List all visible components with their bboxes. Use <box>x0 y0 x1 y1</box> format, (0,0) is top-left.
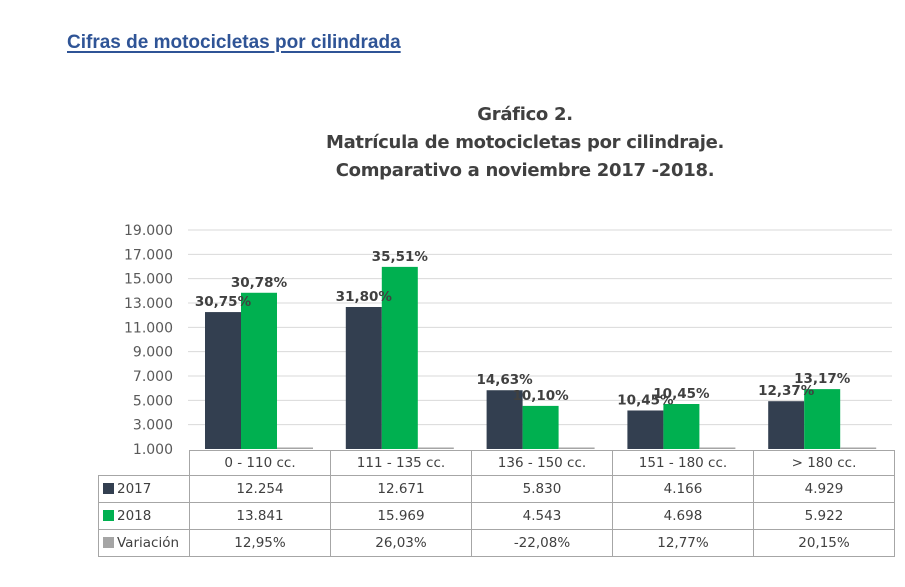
bar-variacion <box>840 447 877 449</box>
category-header: 111 - 135 cc. <box>330 450 472 476</box>
bars <box>205 266 877 449</box>
data-table-row-2018: 2018 13.841 15.969 4.543 4.698 5.922 <box>98 502 895 530</box>
y-tick-label: 19.000 <box>124 223 173 239</box>
chart-title-line-1: Gráfico 2. <box>477 104 573 125</box>
data-table-corner <box>98 450 190 476</box>
data-table-row-variacion: Variación 12,95% 26,03% -22,08% 12,77% 2… <box>98 529 895 557</box>
bar-variacion <box>277 447 313 449</box>
table-cell: 5.922 <box>753 502 895 530</box>
bar-variacion <box>699 447 736 449</box>
bar-variacion <box>417 447 454 449</box>
table-cell: 12,77% <box>612 529 754 557</box>
table-cell: 12,95% <box>189 529 331 557</box>
data-label-2018: 35,51% <box>372 249 429 265</box>
bar-2017 <box>345 307 382 449</box>
section-heading[interactable]: Cifras de motocicletas por cilindrada <box>67 32 401 53</box>
legend-swatch-2018 <box>103 510 114 521</box>
y-tick-label: 3.000 <box>133 418 173 434</box>
legend-entry-2017: 2017 <box>98 475 190 503</box>
legend-label: Variación <box>117 535 180 551</box>
category-header: 0 - 110 cc. <box>189 450 331 476</box>
table-cell: 4.929 <box>753 475 895 503</box>
table-cell: 12.254 <box>189 475 331 503</box>
bar-2018 <box>522 405 559 449</box>
data-table: 0 - 110 cc. 111 - 135 cc. 136 - 150 cc. … <box>98 450 895 557</box>
legend-swatch-2017 <box>103 483 114 494</box>
bar-2018 <box>663 404 700 449</box>
data-table-row-2017: 2017 12.254 12.671 5.830 4.166 4.929 <box>98 475 895 503</box>
data-label-2017: 10,45% <box>617 392 674 408</box>
y-tick-label: 13.000 <box>124 296 173 312</box>
data-table-header-row: 0 - 110 cc. 111 - 135 cc. 136 - 150 cc. … <box>98 450 895 476</box>
bar-2017 <box>486 390 523 449</box>
category-header: 136 - 150 cc. <box>471 450 613 476</box>
y-tick-label: 7.000 <box>133 369 173 385</box>
data-label-2017: 12,37% <box>758 383 815 399</box>
table-cell: 4.698 <box>612 502 754 530</box>
y-tick-label: 17.000 <box>124 247 173 263</box>
data-label-2018: 13,17% <box>794 371 851 387</box>
table-cell: 26,03% <box>330 529 472 557</box>
y-axis: 1.0003.0005.0007.0009.00011.00013.00015.… <box>124 223 173 458</box>
data-label-2017: 14,63% <box>476 372 533 388</box>
y-tick-label: 15.000 <box>124 272 173 288</box>
category-header: 151 - 180 cc. <box>612 450 754 476</box>
table-cell: -22,08% <box>471 529 613 557</box>
gridlines <box>188 229 892 426</box>
table-cell: 12.671 <box>330 475 472 503</box>
bar-2017 <box>205 312 241 449</box>
data-label-2017: 31,80% <box>336 289 393 305</box>
legend-label: 2017 <box>117 481 152 497</box>
legend-entry-variacion: Variación <box>98 529 190 557</box>
data-label-2017: 30,75% <box>195 294 252 310</box>
table-cell: 15.969 <box>330 502 472 530</box>
y-tick-label: 9.000 <box>133 345 173 361</box>
chart-title-line-3: Comparativo a noviembre 2017 -2018. <box>335 160 715 181</box>
bar-2017 <box>627 410 664 449</box>
data-label-2018: 30,78% <box>231 275 288 291</box>
y-tick-label: 11.000 <box>124 320 173 336</box>
legend-swatch-variacion <box>103 537 114 548</box>
bar-2017 <box>768 401 805 449</box>
bar-2018 <box>381 266 418 449</box>
data-label-2018: 10,45% <box>653 386 710 402</box>
table-cell: 4.543 <box>471 502 613 530</box>
legend-entry-2018: 2018 <box>98 502 190 530</box>
data-label-2018: 10,10% <box>512 388 569 404</box>
chart-title-line-2: Matrícula de motocicletas por cilindraje… <box>325 132 725 153</box>
data-labels: 30,75% 30,78% 31,80% 35,51% 14,63%10,10% 10,4… <box>195 249 851 409</box>
table-cell: 13.841 <box>189 502 331 530</box>
category-header: > 180 cc. <box>753 450 895 476</box>
bar-2018 <box>241 292 277 449</box>
bar-variacion <box>558 447 595 449</box>
table-cell: 5.830 <box>471 475 613 503</box>
chart-title: Gráfico 2. Matrícula de motocicletas por… <box>300 101 750 185</box>
bar-2018 <box>804 389 841 449</box>
table-cell: 20,15% <box>753 529 895 557</box>
table-cell: 4.166 <box>612 475 754 503</box>
y-tick-label: 5.000 <box>133 393 173 409</box>
legend-label: 2018 <box>117 508 152 524</box>
